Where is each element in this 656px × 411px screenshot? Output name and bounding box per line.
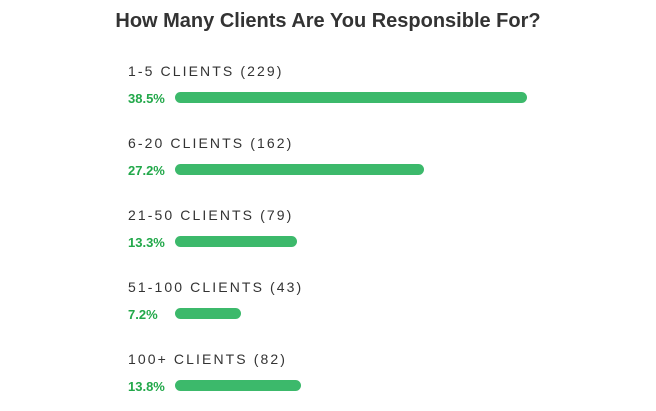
category-label: 6-20 CLIENTS (162) xyxy=(128,135,294,151)
value-label: 13.8% xyxy=(128,379,165,394)
bar-row: 51-100 CLIENTS (43) 7.2% xyxy=(0,279,656,339)
bar xyxy=(175,380,301,391)
value-label: 13.3% xyxy=(128,235,165,250)
bar xyxy=(175,236,297,247)
value-label: 7.2% xyxy=(128,307,158,322)
value-label: 38.5% xyxy=(128,91,165,106)
chart-title: How Many Clients Are You Responsible For… xyxy=(115,10,541,32)
category-label: 51-100 CLIENTS (43) xyxy=(128,279,304,295)
bar-row: 6-20 CLIENTS (162) 27.2% xyxy=(0,135,656,195)
bar xyxy=(175,308,241,319)
bar xyxy=(175,92,527,103)
value-label: 27.2% xyxy=(128,163,165,178)
category-label: 1-5 CLIENTS (229) xyxy=(128,63,284,79)
bar-row: 21-50 CLIENTS (79) 13.3% xyxy=(0,207,656,267)
category-label: 21-50 CLIENTS (79) xyxy=(128,207,294,223)
category-label: 100+ CLIENTS (82) xyxy=(128,351,288,367)
bar-row: 1-5 CLIENTS (229) 38.5% xyxy=(0,63,656,123)
bar-row: 100+ CLIENTS (82) 13.8% xyxy=(0,351,656,411)
bar xyxy=(175,164,424,175)
